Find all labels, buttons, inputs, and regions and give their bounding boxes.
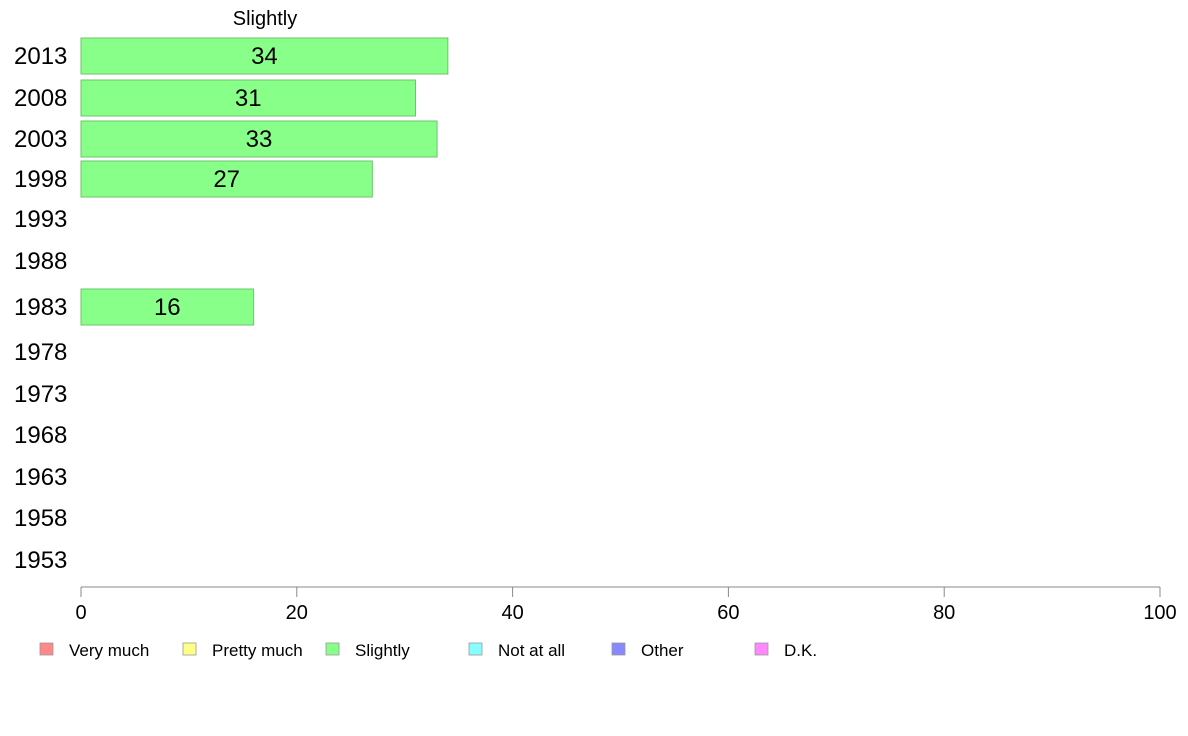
legend-swatch-very-much: [39, 642, 54, 656]
legend-swatch-slightly: [325, 642, 340, 656]
bar-value-label-2008: 31: [235, 85, 262, 112]
x-tick-label-0: 0: [75, 602, 86, 624]
legend: Very much Pretty much Slightly Not at all Ot…: [39, 641, 817, 660]
bar-2003: [80, 120, 438, 158]
bar-value-label-2013: 34: [251, 43, 278, 70]
year-labels: 2013 2008 2003 1998 1993 1988 1983 1978 1973 1968…: [14, 43, 67, 574]
bar-2013: [80, 37, 449, 75]
x-tick-label-60: 60: [717, 602, 739, 624]
panel-title: Slightly: [233, 8, 297, 30]
x-tick-label-100: 100: [1143, 602, 1176, 624]
legend-swatch-pretty-much: [182, 642, 197, 656]
year-label-2013: 2013: [14, 43, 67, 70]
legend-label-pretty-much: Pretty much: [212, 641, 303, 660]
year-label-1963: 1963: [14, 464, 67, 491]
year-label-1983: 1983: [14, 294, 67, 321]
legend-swatch-d-k: [754, 642, 769, 656]
year-label-1998: 1998: [14, 166, 67, 193]
year-label-2008: 2008: [14, 85, 67, 112]
year-label-2003: 2003: [14, 126, 67, 153]
bar-2008: [80, 79, 416, 117]
x-axis: 0 20 40 60 80 100: [75, 586, 1177, 624]
bar-value-label-1983: 16: [154, 294, 181, 321]
legend-swatch-other: [611, 642, 626, 656]
year-label-1958: 1958: [14, 505, 67, 532]
year-label-1978: 1978: [14, 339, 67, 366]
bar-1983: [80, 288, 255, 326]
bar-value-label-2003: 33: [246, 126, 273, 153]
legend-label-other: Other: [641, 641, 684, 660]
legend-label-not-at-all: Not at all: [498, 641, 565, 660]
x-tick-label-20: 20: [286, 602, 308, 624]
year-label-1968: 1968: [14, 422, 67, 449]
x-tick-label-40: 40: [501, 602, 523, 624]
year-label-1973: 1973: [14, 381, 67, 408]
bar-value-label-1998: 27: [213, 166, 240, 193]
year-label-1988: 1988: [14, 248, 67, 275]
bar-1998: [80, 160, 373, 198]
x-tick-label-80: 80: [933, 602, 955, 624]
legend-label-d-k: D.K.: [784, 641, 817, 660]
legend-label-very-much: Very much: [69, 641, 149, 660]
legend-swatch-not-at-all: [468, 642, 483, 656]
legend-label-slightly: Slightly: [355, 641, 410, 660]
year-label-1993: 1993: [14, 206, 67, 233]
year-label-1953: 1953: [14, 547, 67, 574]
